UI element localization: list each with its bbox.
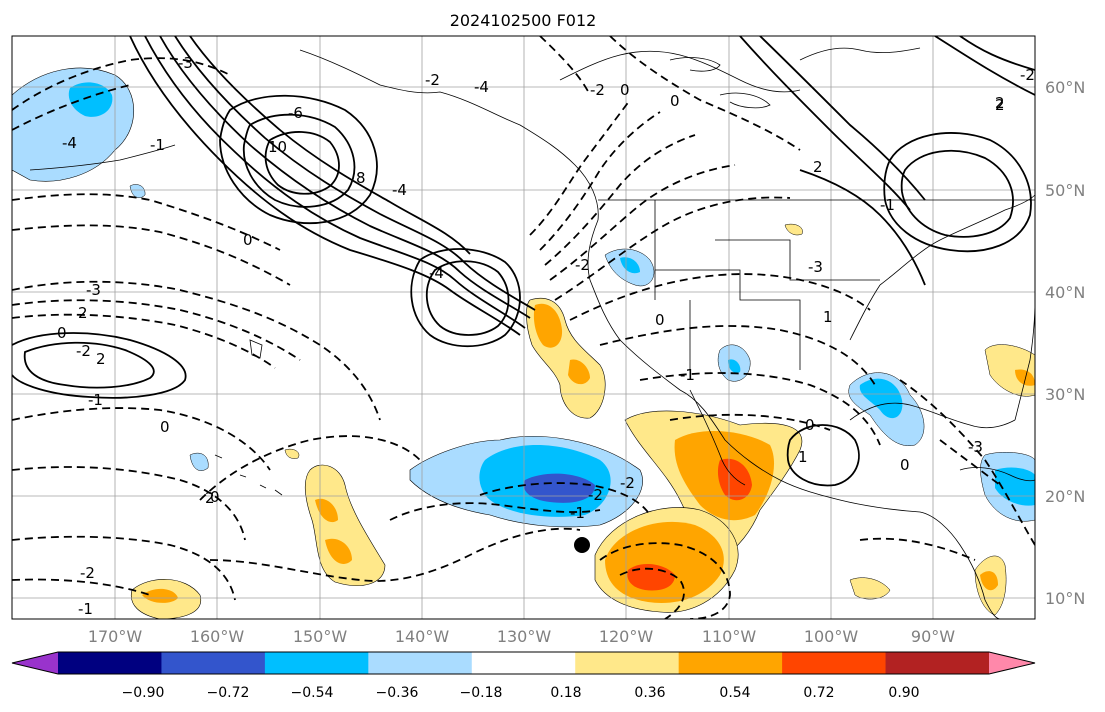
colorbar-segment: [782, 652, 887, 674]
colorbar-tick-label: −0.36: [376, 685, 419, 701]
map-panel: -3 -4 -6 10 8 -4 -4 0 0 -2 -1 2 -4 2 -2 …: [12, 36, 1035, 619]
contour-label: -2: [575, 256, 590, 274]
contour-label: 8: [356, 169, 366, 187]
colorbar-tick-label: −0.90: [122, 685, 165, 701]
lon-label: 100°W: [804, 627, 859, 646]
longitude-labels: 170°W 160°W 150°W 140°W 130°W 120°W 110°…: [88, 627, 955, 646]
contour-label: 0: [805, 416, 815, 434]
contour-label: -1: [78, 600, 93, 618]
lat-label: 10°N: [1045, 589, 1085, 608]
lon-label: 110°W: [702, 627, 757, 646]
contour-label: -1: [150, 136, 165, 154]
contour-label: -1: [880, 196, 895, 214]
lat-label: 40°N: [1045, 283, 1085, 302]
contour-label: -2: [80, 564, 95, 582]
colorbar-tick-labels: −0.90 −0.72 −0.54 −0.36 −0.18 0.18 0.36 …: [122, 685, 920, 701]
colorbar-extend-high: [989, 652, 1035, 674]
contour-label: -2: [590, 81, 605, 99]
colorbar-tick-label: 0.72: [803, 685, 834, 701]
contour-label: -2: [76, 342, 91, 360]
contour-label: -4: [474, 78, 489, 96]
contour-label: 2: [205, 489, 215, 507]
contour-label: 0: [620, 81, 630, 99]
contour-label: 0: [243, 231, 253, 249]
contour-lines-dashed: [12, 36, 1035, 619]
colorbar-segment: [471, 652, 576, 674]
contour-label: 10: [268, 138, 287, 156]
contour-label: -2: [620, 474, 635, 492]
fill-blue: [68, 82, 113, 117]
contour-label: 2: [96, 350, 106, 368]
colorbar-tick-label: −0.54: [291, 685, 334, 701]
contour-label: 0: [160, 418, 170, 436]
colorbar-segment: [368, 652, 473, 674]
fill-orange: [533, 303, 563, 348]
contour-label: 2: [995, 96, 1005, 114]
contour-label: -4: [429, 264, 444, 282]
colorbar-segment: [575, 652, 680, 674]
lat-label: 30°N: [1045, 385, 1085, 404]
graticule: [12, 36, 1035, 619]
contour-label: -4: [62, 134, 77, 152]
colorbar-tick-label: −0.72: [207, 685, 250, 701]
contour-label: -3: [968, 438, 983, 456]
storm-center-marker: [574, 537, 590, 553]
lat-label: 60°N: [1045, 78, 1085, 97]
colorbar-segment: [161, 652, 266, 674]
map-title: 2024102500 F012: [450, 11, 597, 30]
lon-label: 170°W: [88, 627, 143, 646]
colorbar: [11, 651, 1036, 675]
colorbar-extend-low: [12, 652, 58, 674]
contour-label: 2: [995, 94, 1005, 112]
lat-label: 50°N: [1045, 181, 1085, 200]
colorbar-tick-label: 0.18: [550, 685, 581, 701]
colorbar-outline: [11, 651, 1036, 675]
contour-label: -2: [1020, 66, 1035, 84]
colorbar-segment: [678, 652, 783, 674]
contour-label: 0: [670, 92, 680, 110]
contour-lines: [12, 36, 1035, 487]
contour-label: 2: [78, 304, 88, 322]
lat-label: 20°N: [1045, 487, 1085, 506]
coastlines: [29, 47, 1035, 619]
colorbar-tick-label: 0.54: [719, 685, 750, 701]
contour-labels: -3 -4 -6 10 8 -4 -4 0 0 -2 -1 2 -4 2 -2 …: [57, 54, 1035, 618]
contour-label: -3: [86, 281, 101, 299]
contour-label: 0: [57, 324, 67, 342]
contour-label: 0: [210, 488, 220, 506]
lon-label: 90°W: [911, 627, 955, 646]
colorbar-tick-label: 0.36: [634, 685, 665, 701]
latitude-labels: 60°N 50°N 40°N 30°N 20°N 10°N: [1045, 78, 1085, 608]
contour-label: -3: [178, 54, 193, 72]
colorbar-segment: [264, 652, 369, 674]
colorbar-tick-label: 0.90: [888, 685, 919, 701]
contour-label: -1: [680, 366, 695, 384]
contour-label: -4: [392, 181, 407, 199]
colorbar-segment: [885, 652, 990, 674]
contour-label: 2: [813, 158, 823, 176]
contour-label: -3: [808, 258, 823, 276]
map-frame: [11, 35, 1036, 620]
contour-label: -1: [88, 391, 103, 409]
colorbar-segment: [58, 652, 162, 674]
lon-label: 130°W: [497, 627, 552, 646]
lon-label: 150°W: [293, 627, 348, 646]
contour-label: 0: [655, 311, 665, 329]
contour-label: 1: [798, 448, 808, 466]
contour-label: 1: [823, 308, 833, 326]
colorbar-tick-label: −0.18: [460, 685, 503, 701]
contour-label: -1: [570, 504, 585, 522]
contour-label: -2: [425, 71, 440, 89]
lon-label: 160°W: [190, 627, 245, 646]
lon-label: 140°W: [395, 627, 450, 646]
lon-label: 120°W: [599, 627, 654, 646]
contour-label: -2: [588, 486, 603, 504]
contour-label: -6: [288, 104, 303, 122]
contour-label: 0: [900, 456, 910, 474]
